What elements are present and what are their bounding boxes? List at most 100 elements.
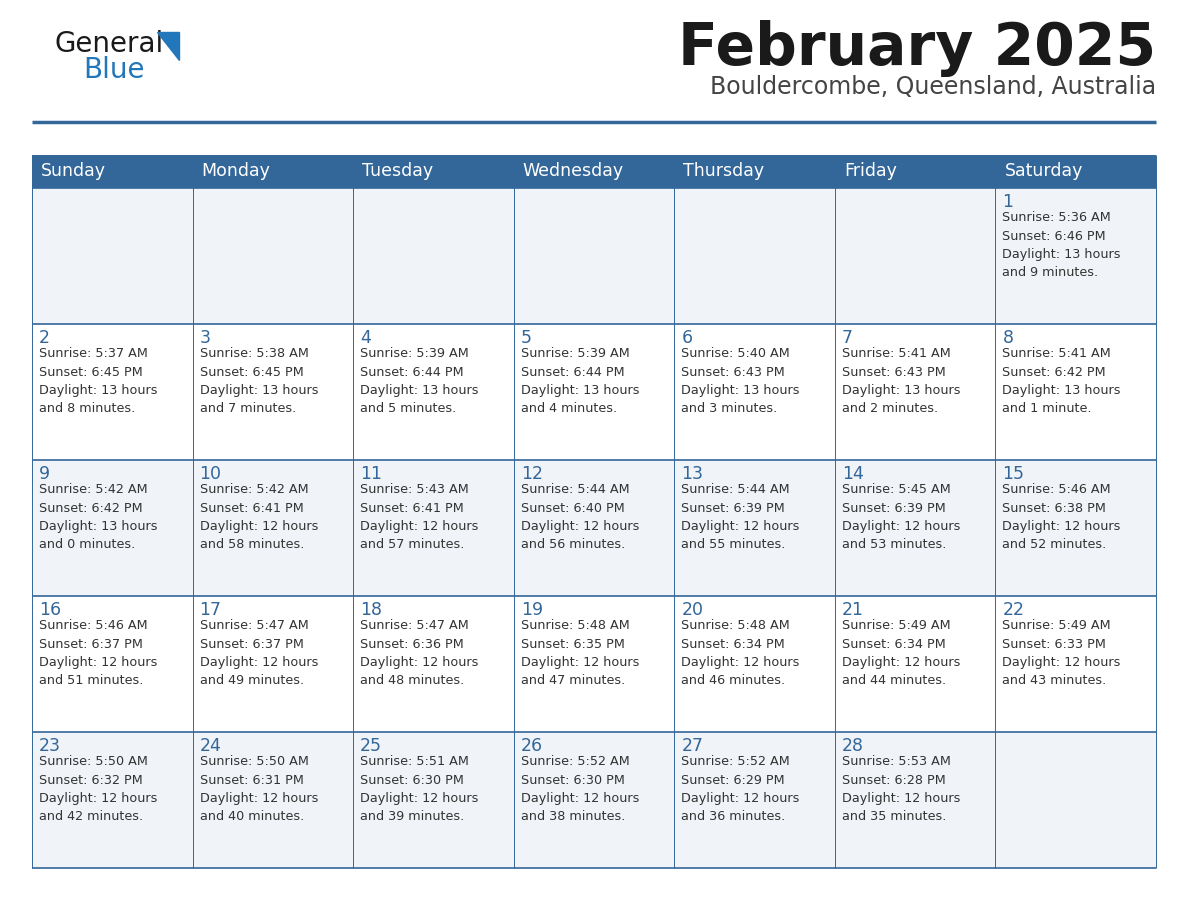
Bar [996, 460, 1156, 596]
Text: Sunrise: 5:36 AM
Sunset: 6:46 PM
Daylight: 13 hours
and 9 minutes.: Sunrise: 5:36 AM Sunset: 6:46 PM Dayligh… [1003, 211, 1121, 279]
Bar [996, 732, 1156, 868]
Text: 2: 2 [39, 329, 50, 347]
Text: Monday: Monday [202, 162, 271, 181]
Bar [835, 155, 996, 188]
Bar [192, 155, 353, 188]
Text: Blue: Blue [83, 56, 145, 84]
Text: Sunrise: 5:42 AM
Sunset: 6:42 PM
Daylight: 13 hours
and 0 minutes.: Sunrise: 5:42 AM Sunset: 6:42 PM Dayligh… [39, 483, 158, 552]
Bar [996, 324, 1156, 460]
Text: Sunrise: 5:52 AM
Sunset: 6:30 PM
Daylight: 12 hours
and 38 minutes.: Sunrise: 5:52 AM Sunset: 6:30 PM Dayligh… [520, 755, 639, 823]
Bar [675, 155, 835, 188]
Text: Saturday: Saturday [1004, 162, 1082, 181]
Text: 18: 18 [360, 601, 383, 619]
Bar [513, 155, 675, 188]
Text: 6: 6 [681, 329, 693, 347]
Text: Sunrise: 5:38 AM
Sunset: 6:45 PM
Daylight: 13 hours
and 7 minutes.: Sunrise: 5:38 AM Sunset: 6:45 PM Dayligh… [200, 347, 318, 416]
Text: 22: 22 [1003, 601, 1024, 619]
Text: 23: 23 [39, 737, 61, 755]
Text: 21: 21 [842, 601, 864, 619]
Text: Sunrise: 5:37 AM
Sunset: 6:45 PM
Daylight: 13 hours
and 8 minutes.: Sunrise: 5:37 AM Sunset: 6:45 PM Dayligh… [39, 347, 158, 416]
Text: 15: 15 [1003, 465, 1024, 483]
Bar [835, 732, 996, 868]
Bar [835, 460, 996, 596]
Text: Sunrise: 5:53 AM
Sunset: 6:28 PM
Daylight: 12 hours
and 35 minutes.: Sunrise: 5:53 AM Sunset: 6:28 PM Dayligh… [842, 755, 960, 823]
Text: 1: 1 [1003, 193, 1013, 211]
Text: 20: 20 [681, 601, 703, 619]
Text: Sunday: Sunday [42, 162, 106, 181]
Text: 8: 8 [1003, 329, 1013, 347]
Bar [353, 324, 513, 460]
Text: Sunrise: 5:40 AM
Sunset: 6:43 PM
Daylight: 13 hours
and 3 minutes.: Sunrise: 5:40 AM Sunset: 6:43 PM Dayligh… [681, 347, 800, 416]
Text: 14: 14 [842, 465, 864, 483]
Text: 24: 24 [200, 737, 221, 755]
Bar [192, 324, 353, 460]
Text: 28: 28 [842, 737, 864, 755]
Bar [675, 324, 835, 460]
Text: Sunrise: 5:42 AM
Sunset: 6:41 PM
Daylight: 12 hours
and 58 minutes.: Sunrise: 5:42 AM Sunset: 6:41 PM Dayligh… [200, 483, 318, 552]
Text: Sunrise: 5:49 AM
Sunset: 6:33 PM
Daylight: 12 hours
and 43 minutes.: Sunrise: 5:49 AM Sunset: 6:33 PM Dayligh… [1003, 619, 1120, 688]
Text: Sunrise: 5:51 AM
Sunset: 6:30 PM
Daylight: 12 hours
and 39 minutes.: Sunrise: 5:51 AM Sunset: 6:30 PM Dayligh… [360, 755, 479, 823]
Bar [192, 188, 353, 324]
Text: Sunrise: 5:44 AM
Sunset: 6:39 PM
Daylight: 12 hours
and 55 minutes.: Sunrise: 5:44 AM Sunset: 6:39 PM Dayligh… [681, 483, 800, 552]
Bar [513, 596, 675, 732]
Text: Thursday: Thursday [683, 162, 764, 181]
Text: 5: 5 [520, 329, 532, 347]
Bar [32, 324, 192, 460]
Text: Sunrise: 5:41 AM
Sunset: 6:42 PM
Daylight: 13 hours
and 1 minute.: Sunrise: 5:41 AM Sunset: 6:42 PM Dayligh… [1003, 347, 1121, 416]
Text: Wednesday: Wednesday [523, 162, 624, 181]
Bar [675, 460, 835, 596]
Bar [32, 732, 192, 868]
Bar [675, 188, 835, 324]
Text: 4: 4 [360, 329, 371, 347]
Bar [353, 460, 513, 596]
Text: Sunrise: 5:39 AM
Sunset: 6:44 PM
Daylight: 13 hours
and 4 minutes.: Sunrise: 5:39 AM Sunset: 6:44 PM Dayligh… [520, 347, 639, 416]
Text: 12: 12 [520, 465, 543, 483]
Text: Sunrise: 5:48 AM
Sunset: 6:34 PM
Daylight: 12 hours
and 46 minutes.: Sunrise: 5:48 AM Sunset: 6:34 PM Dayligh… [681, 619, 800, 688]
Text: 13: 13 [681, 465, 703, 483]
Bar [192, 732, 353, 868]
Text: Sunrise: 5:50 AM
Sunset: 6:31 PM
Daylight: 12 hours
and 40 minutes.: Sunrise: 5:50 AM Sunset: 6:31 PM Dayligh… [200, 755, 318, 823]
Text: 25: 25 [360, 737, 383, 755]
Text: Tuesday: Tuesday [362, 162, 434, 181]
Bar [192, 596, 353, 732]
Text: February 2025: February 2025 [678, 20, 1156, 77]
Bar [353, 596, 513, 732]
Bar [675, 596, 835, 732]
Text: Sunrise: 5:46 AM
Sunset: 6:38 PM
Daylight: 12 hours
and 52 minutes.: Sunrise: 5:46 AM Sunset: 6:38 PM Dayligh… [1003, 483, 1120, 552]
Text: Sunrise: 5:48 AM
Sunset: 6:35 PM
Daylight: 12 hours
and 47 minutes.: Sunrise: 5:48 AM Sunset: 6:35 PM Dayligh… [520, 619, 639, 688]
Bar [996, 596, 1156, 732]
Text: Sunrise: 5:49 AM
Sunset: 6:34 PM
Daylight: 12 hours
and 44 minutes.: Sunrise: 5:49 AM Sunset: 6:34 PM Dayligh… [842, 619, 960, 688]
Bar [353, 188, 513, 324]
Text: Sunrise: 5:41 AM
Sunset: 6:43 PM
Daylight: 13 hours
and 2 minutes.: Sunrise: 5:41 AM Sunset: 6:43 PM Dayligh… [842, 347, 960, 416]
Text: 3: 3 [200, 329, 210, 347]
Text: Sunrise: 5:50 AM
Sunset: 6:32 PM
Daylight: 12 hours
and 42 minutes.: Sunrise: 5:50 AM Sunset: 6:32 PM Dayligh… [39, 755, 157, 823]
Bar [675, 732, 835, 868]
Polygon shape [157, 32, 179, 60]
Text: 7: 7 [842, 329, 853, 347]
Bar [835, 596, 996, 732]
Bar [996, 188, 1156, 324]
Text: 9: 9 [39, 465, 50, 483]
Bar [513, 188, 675, 324]
Bar [32, 596, 192, 732]
Text: Bouldercombe, Queensland, Australia: Bouldercombe, Queensland, Australia [710, 75, 1156, 99]
Text: Sunrise: 5:47 AM
Sunset: 6:37 PM
Daylight: 12 hours
and 49 minutes.: Sunrise: 5:47 AM Sunset: 6:37 PM Dayligh… [200, 619, 318, 688]
Text: Sunrise: 5:43 AM
Sunset: 6:41 PM
Daylight: 12 hours
and 57 minutes.: Sunrise: 5:43 AM Sunset: 6:41 PM Dayligh… [360, 483, 479, 552]
Bar [513, 324, 675, 460]
Bar [835, 188, 996, 324]
Bar [192, 460, 353, 596]
Bar [353, 155, 513, 188]
Text: 10: 10 [200, 465, 222, 483]
Bar [513, 460, 675, 596]
Text: Sunrise: 5:47 AM
Sunset: 6:36 PM
Daylight: 12 hours
and 48 minutes.: Sunrise: 5:47 AM Sunset: 6:36 PM Dayligh… [360, 619, 479, 688]
Text: General: General [55, 30, 164, 58]
Bar [32, 155, 192, 188]
Text: 27: 27 [681, 737, 703, 755]
Text: 17: 17 [200, 601, 222, 619]
Text: Sunrise: 5:39 AM
Sunset: 6:44 PM
Daylight: 13 hours
and 5 minutes.: Sunrise: 5:39 AM Sunset: 6:44 PM Dayligh… [360, 347, 479, 416]
Bar [835, 324, 996, 460]
Text: 26: 26 [520, 737, 543, 755]
Text: Sunrise: 5:52 AM
Sunset: 6:29 PM
Daylight: 12 hours
and 36 minutes.: Sunrise: 5:52 AM Sunset: 6:29 PM Dayligh… [681, 755, 800, 823]
Bar [996, 155, 1156, 188]
Bar [32, 460, 192, 596]
